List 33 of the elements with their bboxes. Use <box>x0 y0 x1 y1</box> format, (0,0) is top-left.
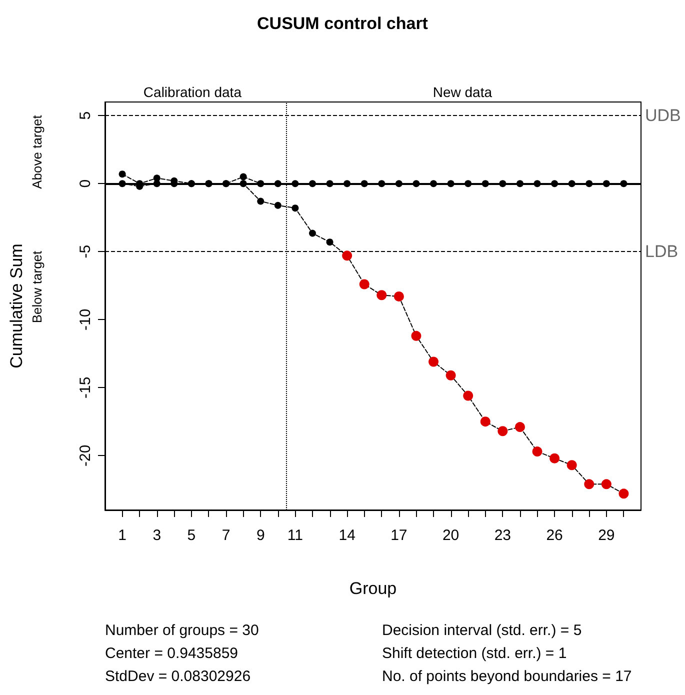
text: Shift detection (std. err.) = 1 <box>382 645 567 662</box>
x-tick-label: 17 <box>390 527 408 544</box>
text: Calibration data <box>143 84 242 100</box>
x-tick-label: 14 <box>338 527 356 544</box>
ref-line-label: UDB <box>645 106 681 126</box>
x-tick-label: 5 <box>187 527 196 544</box>
y-tick-label: -5 <box>77 244 94 258</box>
text: Number of groups = 30 <box>105 622 259 639</box>
text: Below target <box>30 250 44 324</box>
ref-line-label: LDB <box>645 242 678 262</box>
x-tick-label: 29 <box>598 527 615 544</box>
x-tick-label: 9 <box>256 527 265 544</box>
x-tick-label: 1 <box>118 527 126 544</box>
y-tick-label: -10 <box>77 308 94 330</box>
y-tick-label: 0 <box>77 179 94 188</box>
chart-title: CUSUM control chart <box>257 14 428 33</box>
x-tick-label: 7 <box>222 527 230 544</box>
text: Center = 0.9435859 <box>105 645 238 662</box>
y-tick-label: 5 <box>77 111 94 120</box>
x-tick-label: 23 <box>494 527 512 544</box>
y-axis-title: Cumulative Sum <box>7 244 26 368</box>
text: Above target <box>30 114 44 189</box>
text: No. of points beyond boundaries = 17 <box>382 668 632 685</box>
x-axis-title: Group <box>349 579 397 598</box>
text: New data <box>432 84 492 100</box>
y-tick-label: -15 <box>77 376 94 398</box>
text: Decision interval (std. err.) = 5 <box>382 622 582 639</box>
x-tick-label: 11 <box>287 527 303 544</box>
x-tick-label: 26 <box>546 527 563 544</box>
x-tick-label: 20 <box>442 527 460 544</box>
text: StdDev = 0.08302926 <box>105 668 251 685</box>
x-tick-label: 3 <box>152 527 162 544</box>
y-tick-label: -20 <box>77 444 94 466</box>
